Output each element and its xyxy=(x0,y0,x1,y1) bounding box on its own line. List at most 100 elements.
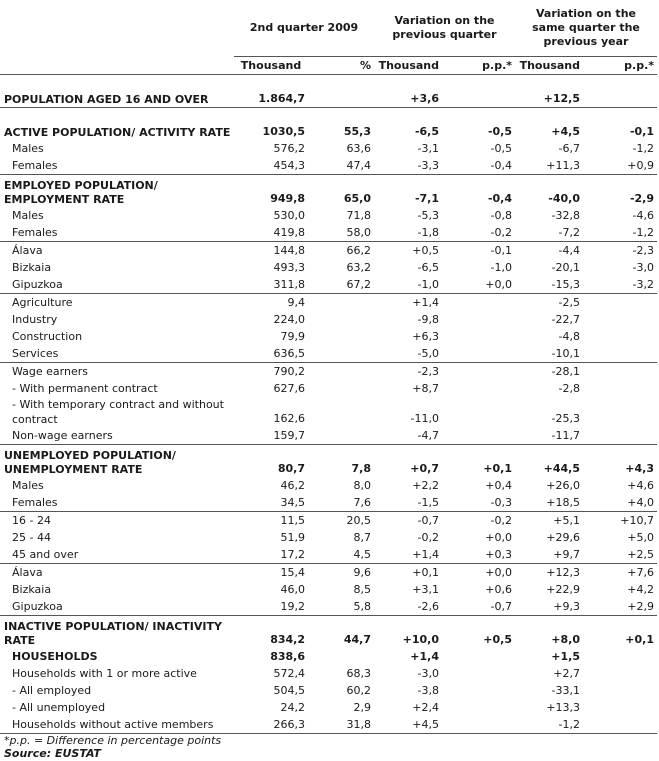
row-label: - With temporary contract and without co… xyxy=(12,398,224,426)
row-value: +18,5 xyxy=(515,494,583,512)
row-value: 9,6 xyxy=(353,566,372,579)
row-value: -1,2 xyxy=(583,224,657,242)
row-value: +2,7 xyxy=(553,667,580,680)
row-value: +0,0 xyxy=(442,276,515,294)
row-label: Services xyxy=(0,345,234,363)
row-value: +4,5 xyxy=(551,125,580,138)
row-value xyxy=(308,397,374,427)
row-label: Industry xyxy=(12,313,58,326)
row-value: -7,2 xyxy=(515,224,583,242)
row-value: 530,0 xyxy=(273,209,306,222)
row-label: - All unemployed xyxy=(12,701,106,714)
row-value: 31,8 xyxy=(308,716,374,734)
row-value: -2,3 xyxy=(417,365,439,378)
labour-force-table: 2nd quarter 2009 Variation on the previo… xyxy=(0,0,657,734)
row-value: -0,1 xyxy=(490,244,512,257)
row-value: 51,9 xyxy=(280,531,306,544)
row-value: +26,0 xyxy=(546,479,580,492)
header-unit: p.p.* xyxy=(583,56,657,75)
row-value: +12,3 xyxy=(546,566,580,579)
row-value: 162,6 xyxy=(273,412,306,425)
row-value: 1.864,7 xyxy=(234,74,308,108)
header-row-groups: 2nd quarter 2009 Variation on the previo… xyxy=(0,0,657,57)
row-value: 8,5 xyxy=(353,583,372,596)
row-value xyxy=(583,74,657,108)
row-value: -4,7 xyxy=(374,427,442,445)
table-row: Agriculture 9,4 +1,4 -2,5 xyxy=(0,294,657,312)
row-value: 834,2 xyxy=(270,633,305,646)
header-unit: Thousand xyxy=(515,56,583,75)
row-value: +1,4 xyxy=(410,650,439,663)
row-value: -2,6 xyxy=(374,598,442,616)
row-value: +9,7 xyxy=(515,546,583,564)
header-corner xyxy=(0,0,234,57)
table-row: Construction 79,9 +6,3 -4,8 xyxy=(0,328,657,345)
row-value: 838,6 xyxy=(270,650,305,663)
row-label: Households with 1 or more active xyxy=(12,667,197,680)
row-value: -40,0 xyxy=(548,192,580,205)
row-value: 80,7 xyxy=(277,462,305,475)
row-label: Females xyxy=(0,494,234,512)
row-value xyxy=(442,74,515,108)
row-value xyxy=(442,294,515,312)
row-value: +29,6 xyxy=(546,531,580,544)
row-value: +0,5 xyxy=(483,633,512,646)
row-value xyxy=(308,311,374,328)
row-value xyxy=(442,682,515,699)
row-value: -0,3 xyxy=(442,494,515,512)
header-unit: Thousand xyxy=(234,56,308,75)
row-value: -1,2 xyxy=(632,142,654,155)
row-value: 63,2 xyxy=(346,261,372,274)
row-value xyxy=(308,648,374,665)
row-value: -0,2 xyxy=(490,514,512,527)
row-value: +6,3 xyxy=(412,330,439,343)
row-value: 7,6 xyxy=(308,494,374,512)
row-value: -7,1 xyxy=(414,192,439,205)
table-row: Males 46,2 8,0 +2,2 +0,4 +26,0 +4,6 xyxy=(0,477,657,494)
row-value: 454,3 xyxy=(234,157,308,175)
row-value: +8,7 xyxy=(412,382,439,395)
row-label: INACTIVE POPULATION/ INACTIVITY RATE xyxy=(4,620,222,647)
row-value: 144,8 xyxy=(273,244,306,257)
row-value: +7,6 xyxy=(627,566,654,579)
table-row: Non-wage earners 159,7 -4,7 -11,7 xyxy=(0,427,657,445)
row-value: +0,1 xyxy=(625,633,654,646)
table-row: Industry 224,0 -9,8 -22,7 xyxy=(0,311,657,328)
row-value: -3,3 xyxy=(374,157,442,175)
footnote: *p.p. = Difference in percentage points xyxy=(4,734,222,747)
row-value xyxy=(308,363,374,381)
row-value: +11,3 xyxy=(515,157,583,175)
row-value: 159,7 xyxy=(234,427,308,445)
row-value xyxy=(583,380,657,397)
row-value: 2,9 xyxy=(353,701,372,714)
row-value: -11,0 xyxy=(410,412,439,425)
row-value: 8,7 xyxy=(353,531,372,544)
row-value: +3,6 xyxy=(374,74,442,108)
row-value: -0,2 xyxy=(417,531,439,544)
row-value: -2,3 xyxy=(632,244,654,257)
row-value: 572,4 xyxy=(273,667,306,680)
row-value: 63,6 xyxy=(346,142,372,155)
row-label: Non-wage earners xyxy=(0,427,234,445)
row-value: 46,2 xyxy=(280,479,306,492)
table-row: Services 636,5 -5,0 -10,1 xyxy=(0,345,657,363)
table-row: ACTIVE POPULATION/ ACTIVITY RATE 1030,5 55… xyxy=(0,108,657,141)
row-value: -28,1 xyxy=(551,365,580,378)
row-value: 627,6 xyxy=(273,382,306,395)
row-value: +22,9 xyxy=(546,583,580,596)
row-value: 15,4 xyxy=(280,566,306,579)
row-value: -0,8 xyxy=(490,209,512,222)
row-value: -10,1 xyxy=(515,345,583,363)
row-value: -3,0 xyxy=(417,667,439,680)
row-value: 949,8 xyxy=(270,192,305,205)
row-label: Bizkaia xyxy=(12,583,52,596)
row-value: 266,3 xyxy=(234,716,308,734)
row-value: +12,5 xyxy=(515,74,583,108)
row-value xyxy=(583,716,657,734)
table-row: - All unemployed 24,2 2,9 +2,4 +13,3 xyxy=(0,699,657,716)
row-value: 5,8 xyxy=(308,598,374,616)
row-value: +0,5 xyxy=(412,244,439,257)
table-row: Females 419,8 58,0 -1,8 -0,2 -7,2 -1,2 xyxy=(0,224,657,242)
row-label: Gipuzkoa xyxy=(0,276,234,294)
row-value: -2,5 xyxy=(558,296,580,309)
